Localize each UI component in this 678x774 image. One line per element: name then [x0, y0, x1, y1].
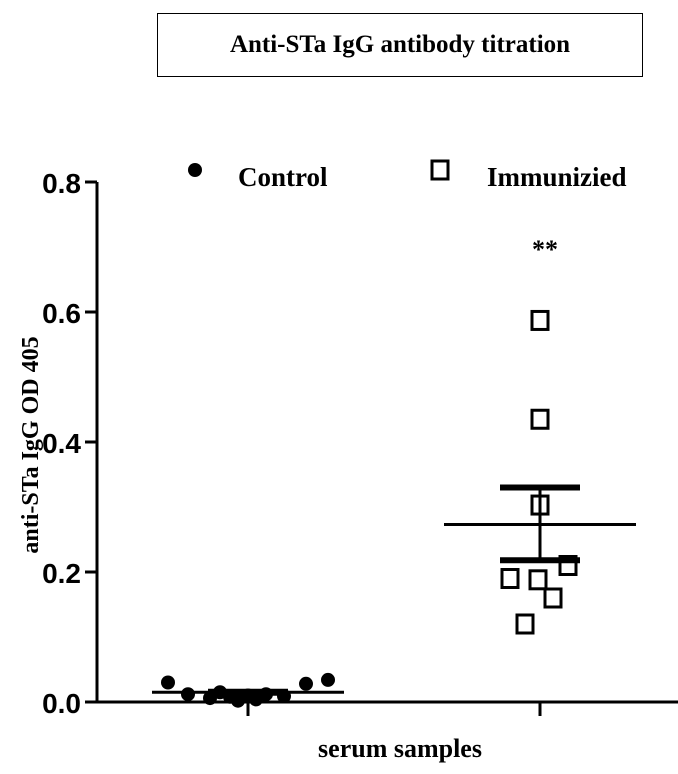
legend-control-label: Control [238, 162, 328, 192]
immunized-point [543, 587, 563, 609]
control-point [181, 687, 195, 702]
axes [95, 182, 678, 716]
y-tick-label: 0.4 [42, 428, 81, 459]
y-tick-label: 0.6 [42, 298, 81, 329]
significance-marker: ** [532, 235, 558, 264]
y-axis-label: anti-STa IgG OD 405 [18, 336, 44, 553]
y-tick-label: 0.2 [42, 558, 81, 589]
immunized-point [530, 309, 550, 331]
immunized-point [528, 569, 548, 591]
immunized-point [515, 613, 535, 635]
immunized-point [530, 408, 550, 430]
control-point [321, 672, 335, 687]
legend: Control Immunizied [188, 159, 627, 192]
data-marks [152, 309, 636, 708]
legend-control-marker [188, 163, 202, 177]
x-axis-label: serum samples [318, 734, 482, 763]
chart-title: Anti-STa IgG antibody titration [157, 13, 643, 77]
control-point [299, 676, 313, 691]
y-tick-label: 0.0 [42, 688, 81, 719]
control-point [161, 675, 175, 690]
immunized-point [500, 568, 520, 589]
legend-immunized-label: Immunizied [487, 162, 627, 192]
legend-immunized-marker [430, 159, 450, 181]
y-tick-label: 0.8 [42, 168, 81, 199]
y-axis-ticks: 0.0 0.2 0.4 0.6 0.8 [42, 168, 97, 719]
